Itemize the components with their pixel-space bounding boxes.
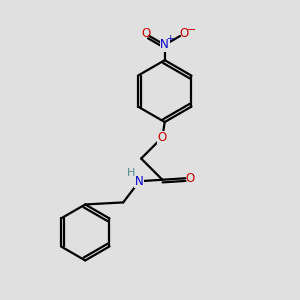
Text: +: + — [166, 34, 173, 43]
Text: O: O — [186, 172, 195, 185]
Text: O: O — [141, 27, 150, 40]
Text: N: N — [160, 38, 169, 51]
Text: H: H — [127, 168, 135, 178]
Text: O: O — [179, 27, 188, 40]
Text: O: O — [158, 131, 167, 144]
Text: −: − — [187, 25, 196, 34]
Text: N: N — [135, 175, 144, 188]
